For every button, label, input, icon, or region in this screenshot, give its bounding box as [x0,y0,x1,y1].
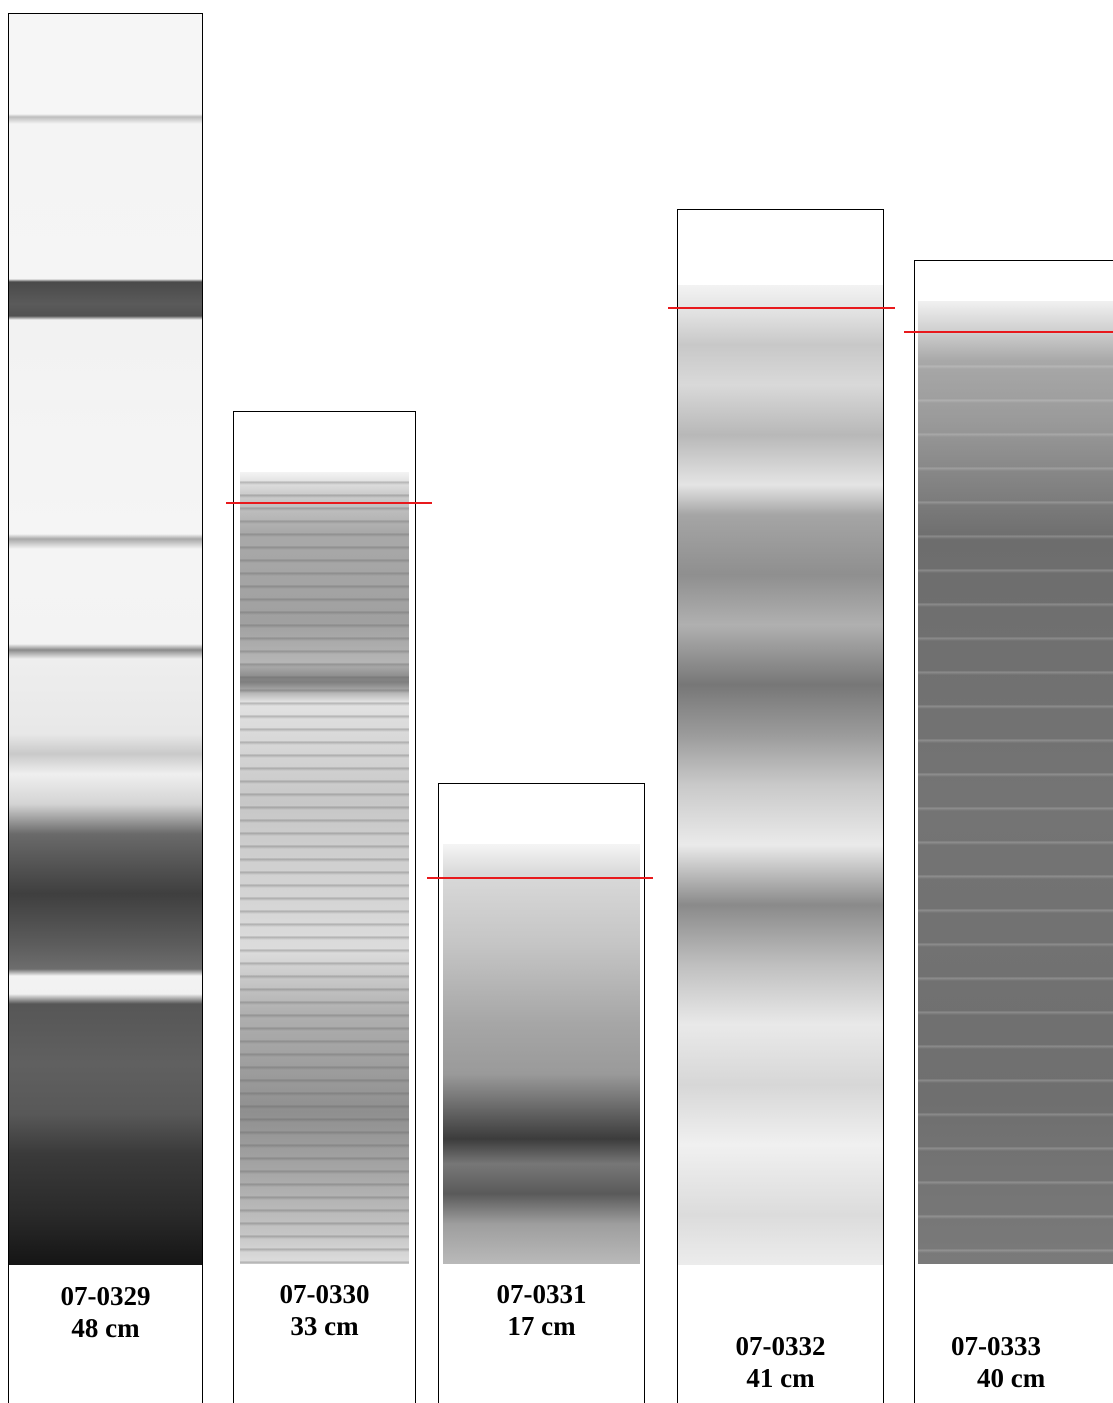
core-id: 07-0333 [951,1331,1041,1361]
core-07-0329: 07-0329 48 cm [8,13,203,1403]
core-length: 40 cm [977,1363,1046,1393]
core-07-0330: 07-0330 33 cm [233,411,416,1403]
core-id: 07-0330 [279,1279,370,1309]
core-length: 48 cm [71,1313,140,1343]
top-marker-line [226,502,432,504]
core-id: 07-0331 [496,1279,587,1309]
core-image [918,301,1113,1264]
core-length: 33 cm [290,1311,359,1341]
top-marker-line [668,307,895,309]
core-id: 07-0332 [735,1331,826,1361]
core-07-0333: 07-0333 40 cm [914,260,1113,1403]
core-id: 07-0329 [60,1281,151,1311]
top-marker-line [904,331,1113,333]
core-length: 17 cm [507,1311,576,1341]
core-image [678,285,883,1265]
core-07-0331: 07-0331 17 cm [438,783,645,1403]
core-07-0332: 07-0332 41 cm [677,209,884,1403]
core-length: 41 cm [746,1363,815,1393]
core-image [9,14,202,1265]
top-marker-line [427,877,653,879]
core-image [240,472,409,1264]
core-image [443,844,640,1264]
